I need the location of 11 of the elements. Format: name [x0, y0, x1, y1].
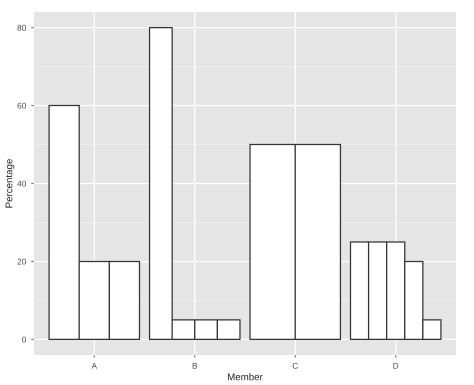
x-axis-title: Member	[228, 373, 263, 380]
y-tick-label: 60	[18, 102, 26, 109]
x-tick-label: A	[92, 362, 98, 369]
y-tick-label: 80	[17, 24, 26, 31]
y-axis-title: Percentage	[6, 159, 14, 208]
x-tick-label: D	[393, 362, 398, 369]
y-tick-label: 20	[18, 258, 26, 265]
x-tick-label: B	[192, 362, 198, 369]
y-tick-label: 0	[22, 336, 26, 343]
y-tick-label: 40	[17, 180, 26, 187]
x-tick-label: C	[292, 362, 298, 369]
